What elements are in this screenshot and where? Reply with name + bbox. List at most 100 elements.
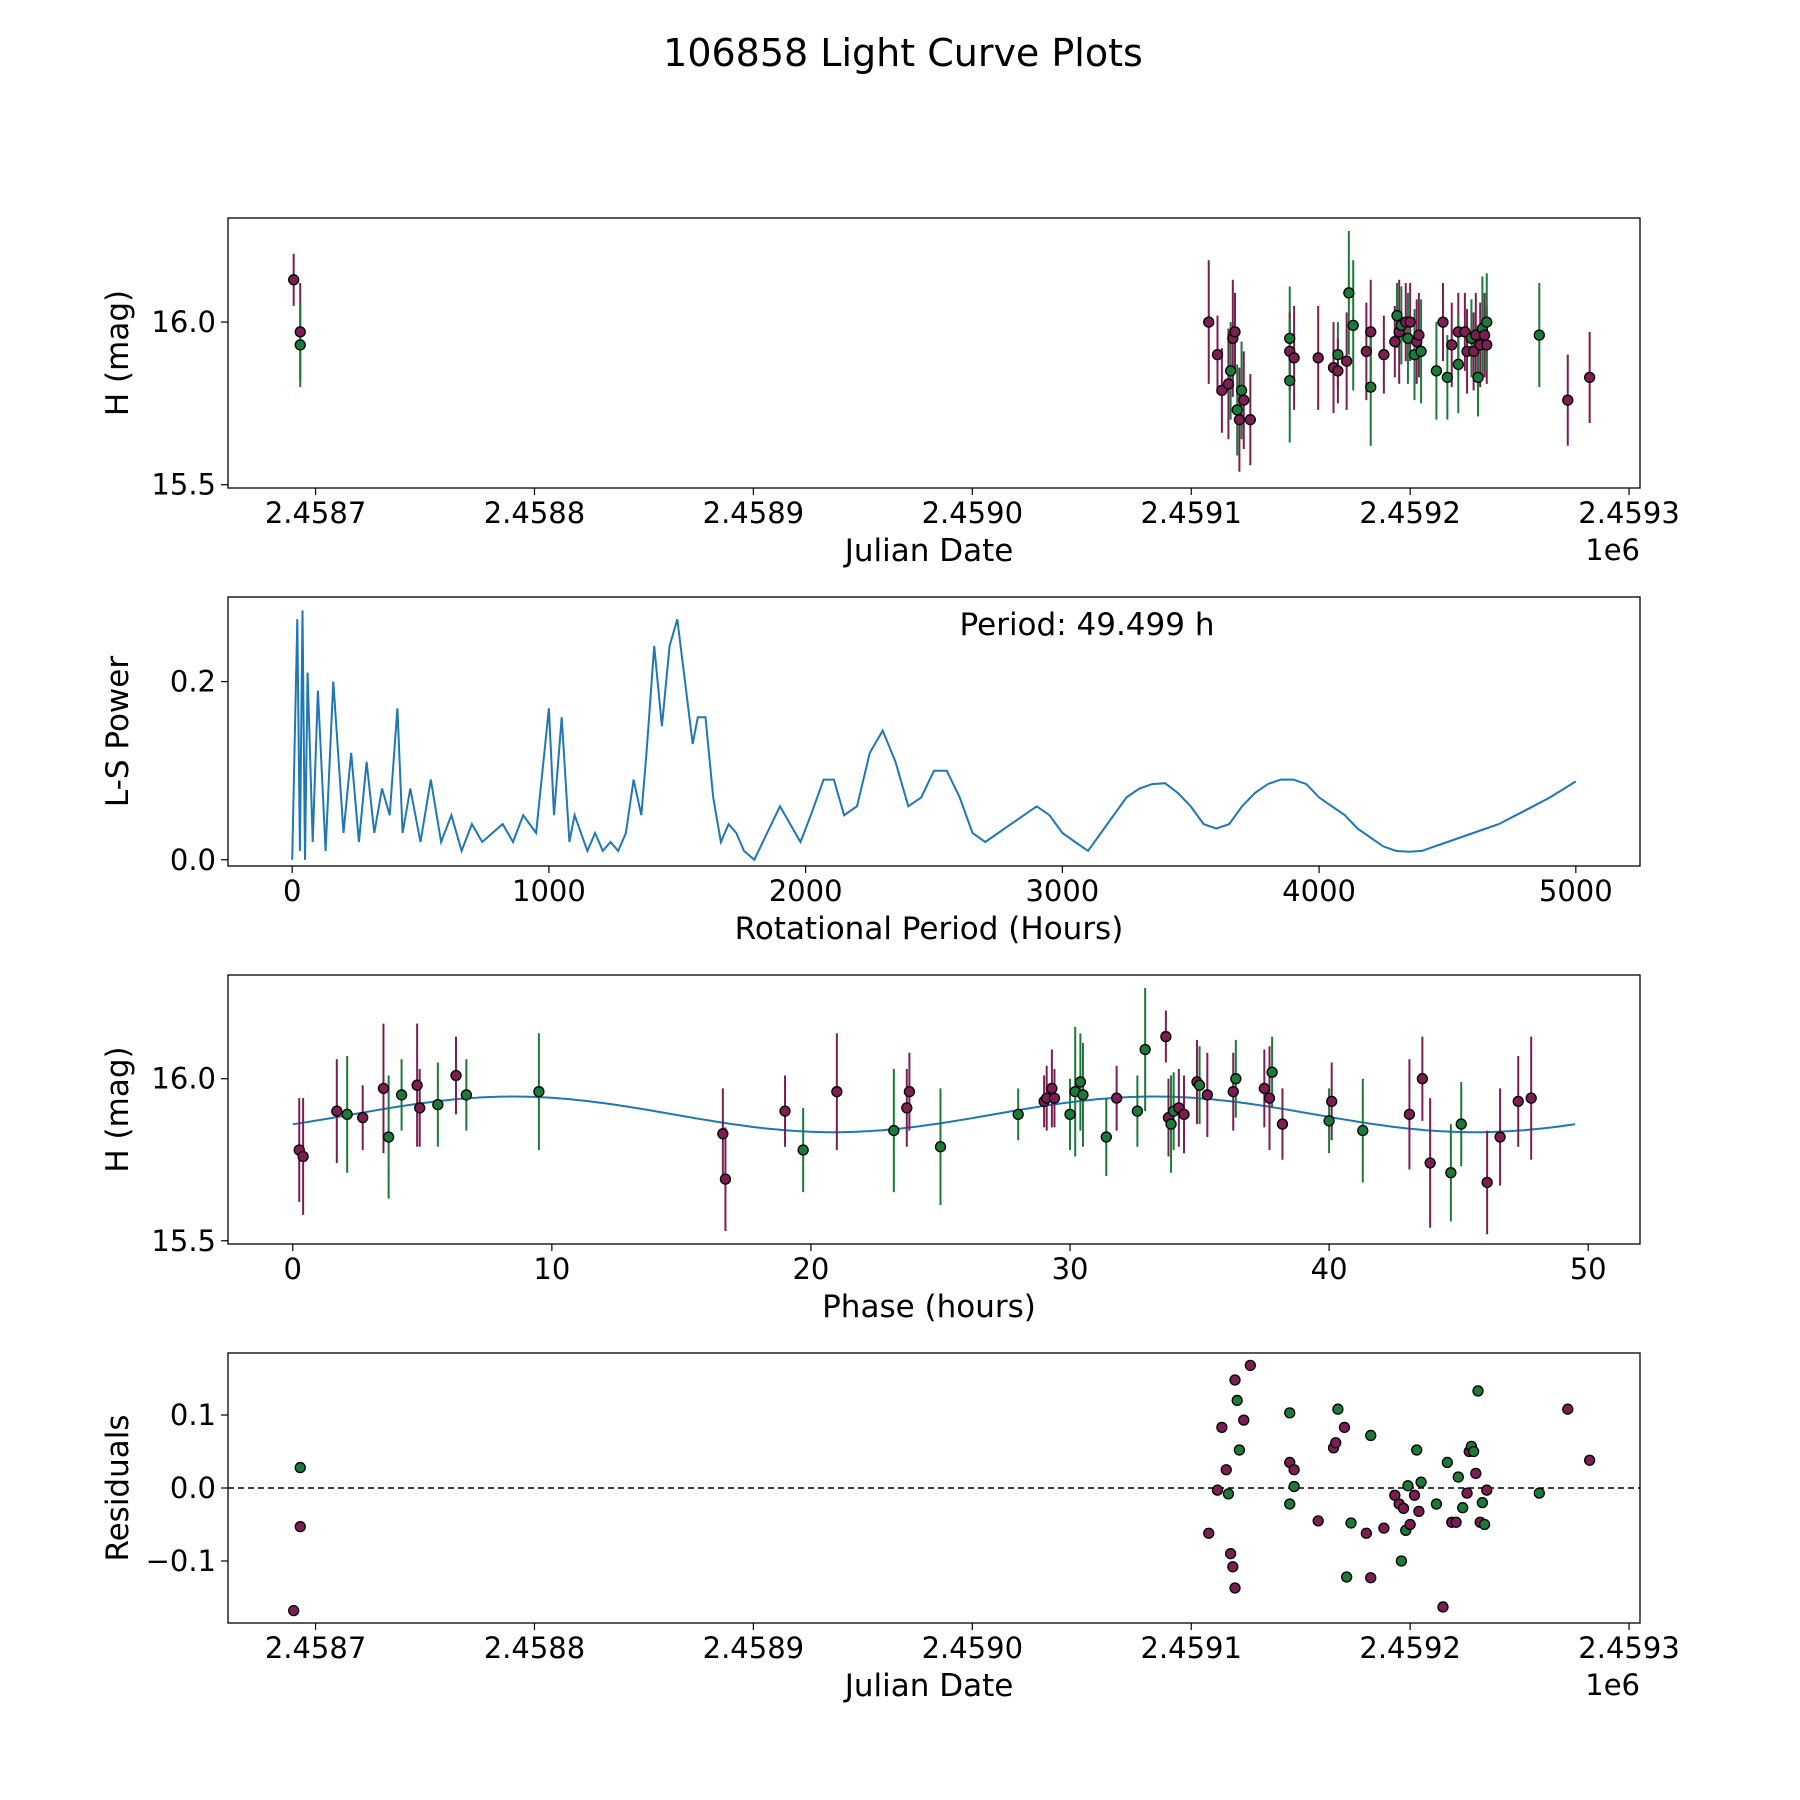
data-point [377, 1082, 390, 1095]
lightcurve-panel: 2.4587 2.4588 2.4589 2.4590 2.4591 2.4592 2.45… [100, 217, 1680, 569]
data-point [1216, 384, 1228, 397]
data-point [1430, 365, 1443, 377]
y-tick-label: 16.0 [151, 1062, 216, 1096]
plot-frame [227, 974, 1641, 1245]
y-axis-label: L-S Power [100, 656, 136, 807]
data-point [1100, 1131, 1112, 1143]
data-point [1347, 319, 1359, 331]
data-point [1562, 1403, 1574, 1415]
data-point [297, 1150, 309, 1163]
data-point [1203, 1527, 1215, 1539]
data-point [1476, 1496, 1489, 1509]
data-point [1224, 1548, 1237, 1560]
data-point [1404, 316, 1416, 328]
data-point [533, 1086, 545, 1098]
data-point [1413, 329, 1425, 341]
data-point [294, 1461, 306, 1474]
phased-data [292, 987, 1576, 1235]
data-point [1478, 1518, 1491, 1531]
data-point [1330, 1437, 1342, 1449]
x-tick-label: 20 [792, 1252, 829, 1286]
data-point [1284, 375, 1296, 387]
data-point [1238, 394, 1250, 406]
data-point [1378, 348, 1390, 361]
x-tick-label: 2.4587 [265, 496, 366, 530]
data-point [1258, 1082, 1270, 1095]
data-point [1478, 329, 1491, 341]
x-tick-label: 2.4592 [1359, 1631, 1460, 1665]
data-point [1227, 1086, 1239, 1098]
data-point [288, 1604, 300, 1617]
data-point [1424, 1157, 1436, 1169]
x-tick-label: 2.4592 [1359, 496, 1460, 530]
data-point [1244, 1359, 1256, 1372]
data-point [1441, 1456, 1454, 1469]
data-point [1233, 1444, 1246, 1456]
data-point [1389, 335, 1401, 348]
x-tick-label: 30 [1052, 1252, 1089, 1286]
x-tick-label: 50 [1570, 1252, 1607, 1286]
data-point [357, 1111, 369, 1124]
data-point [1111, 1092, 1123, 1104]
data-point [1231, 404, 1243, 416]
data-point [1404, 1518, 1416, 1531]
data-point [1233, 414, 1246, 426]
data-point [1139, 1043, 1151, 1056]
data-point [1211, 348, 1224, 361]
data-point [1437, 316, 1449, 328]
data-point [1415, 345, 1427, 358]
data-point [1533, 1487, 1545, 1499]
data-point [1461, 1487, 1473, 1499]
plot-frame [227, 217, 1641, 489]
data-point [1201, 1089, 1213, 1101]
y-tick-label: 0.2 [170, 665, 216, 699]
y-tick-label: 16.0 [151, 305, 216, 339]
x-axis-label: Phase (hours) [822, 1289, 1036, 1325]
data-point [1048, 1092, 1061, 1104]
data-point [1288, 1480, 1300, 1493]
plot-frame [227, 596, 1641, 867]
data-point [831, 1086, 843, 1098]
data-point [414, 1102, 426, 1114]
data-point [1323, 1115, 1335, 1127]
x-tick-label: 2.4588 [484, 1631, 585, 1665]
data-point [1437, 1601, 1449, 1613]
data-point [1481, 339, 1493, 351]
data-point [1284, 332, 1296, 345]
x-tick-label: 4000 [1282, 874, 1356, 908]
x-offset-label: 1e6 [1585, 1668, 1640, 1702]
data-point [294, 339, 306, 351]
data-point [1288, 352, 1300, 364]
data-point [1416, 1073, 1429, 1085]
data-point [1525, 1092, 1537, 1104]
data-point [1343, 287, 1355, 299]
data-point [1203, 316, 1215, 328]
data-point [395, 1089, 408, 1101]
data-point [1224, 365, 1237, 377]
data-point [1472, 1385, 1484, 1397]
data-point [1077, 1089, 1089, 1101]
data-point [1312, 1515, 1324, 1527]
data-point [1341, 355, 1353, 367]
data-point [1231, 1394, 1243, 1407]
x-tick-label: 2.4593 [1578, 1631, 1679, 1665]
x-offset-label: 1e6 [1585, 533, 1640, 567]
data-point [1222, 1488, 1235, 1500]
data-point [1583, 1454, 1596, 1466]
data-point [1266, 1066, 1278, 1078]
x-tick-label: 0 [283, 874, 301, 908]
data-point [460, 1089, 473, 1101]
x-axis-label: Julian Date [843, 1668, 1014, 1704]
residuals-panel: 2.4587 2.4588 2.4589 2.4590 2.4591 2.4592 2.45… [100, 1352, 1680, 1704]
data-point [1378, 1522, 1390, 1534]
data-point [1326, 1095, 1338, 1108]
data-point [1512, 1095, 1524, 1108]
data-point [432, 1098, 444, 1111]
x-tick-label: 2.4591 [1140, 496, 1241, 530]
y-tick-label: 0.1 [170, 1398, 216, 1432]
data-point [1276, 1118, 1289, 1130]
data-point [1332, 365, 1344, 377]
data-point [1459, 326, 1471, 338]
data-point [1332, 348, 1344, 361]
